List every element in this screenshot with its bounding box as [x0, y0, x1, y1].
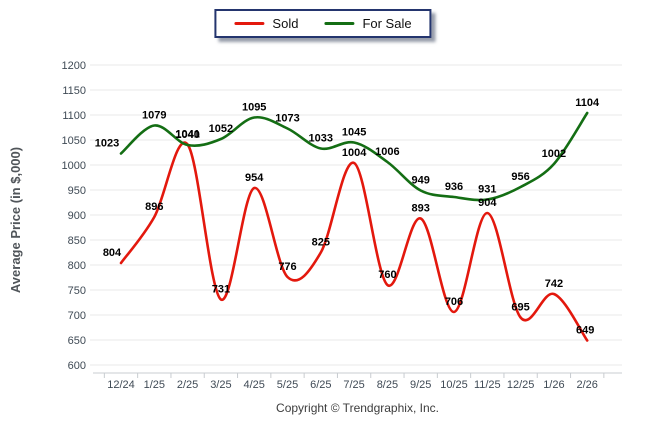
data-label: 954 — [245, 172, 264, 184]
data-label: 1052 — [209, 123, 233, 135]
data-label: 706 — [445, 296, 463, 308]
data-label: 1095 — [242, 102, 266, 114]
x-tick-label: 12/25 — [507, 379, 535, 391]
y-tick-label: 950 — [68, 185, 86, 197]
y-tick-label: 1200 — [62, 60, 86, 72]
legend-label-for-sale: For Sale — [362, 16, 412, 31]
data-label: 695 — [511, 302, 529, 314]
data-label: 949 — [412, 175, 430, 187]
data-label: 1041 — [175, 129, 199, 141]
data-label: 1023 — [95, 138, 119, 150]
data-label: 956 — [511, 171, 529, 183]
y-tick-label: 1000 — [62, 160, 86, 172]
x-tick-label: 10/25 — [440, 379, 468, 391]
y-axis-title: Average Price (in $,000) — [8, 147, 23, 293]
for-sale-line — [119, 111, 589, 202]
data-label: 804 — [103, 247, 122, 259]
data-label: 1104 — [575, 97, 600, 109]
for-sale-data-labels: 1023 1079 1040 1052 1095 1073 1033 1045 1006 949 9… — [95, 97, 600, 196]
y-tick-label: 1050 — [62, 135, 86, 147]
data-label: 776 — [278, 261, 296, 273]
y-tick-label: 900 — [68, 210, 86, 222]
x-tick-label: 5/25 — [277, 379, 298, 391]
data-label: 649 — [576, 325, 594, 337]
x-tick-label: 8/25 — [377, 379, 398, 391]
y-tick-label: 1100 — [62, 110, 86, 122]
data-label: 1079 — [142, 110, 166, 122]
data-label: 731 — [212, 284, 230, 296]
y-tick-label: 850 — [68, 235, 86, 247]
data-label: 936 — [445, 181, 463, 193]
sold-data-labels: 804 896 1041 731 954 776 825 1004 760 893 706 904 69… — [103, 129, 595, 337]
y-tick-label: 650 — [68, 335, 86, 347]
x-tick-label: 1/26 — [543, 379, 564, 391]
y-tick-label: 600 — [68, 360, 86, 372]
data-label: 904 — [478, 197, 497, 209]
sold-line — [119, 141, 589, 342]
x-tick-label: 4/25 — [243, 379, 264, 391]
data-label: 1002 — [542, 148, 566, 160]
x-tick-label: 2/26 — [576, 379, 597, 391]
legend: Sold For Sale — [214, 9, 432, 38]
x-tick-label: 7/25 — [343, 379, 364, 391]
data-label: 742 — [545, 278, 563, 290]
y-tick-label: 750 — [68, 285, 86, 297]
data-label: 825 — [312, 237, 330, 249]
x-axis-tick-labels: 12/24 1/25 2/25 3/25 4/25 5/25 6/25 7/25 8/25 9/2… — [107, 379, 598, 391]
x-tick-label: 6/25 — [310, 379, 331, 391]
gridlines — [90, 64, 622, 366]
data-label: 1004 — [342, 147, 367, 159]
legend-label-sold: Sold — [272, 16, 299, 31]
data-label: 1073 — [275, 113, 299, 125]
data-label: 1033 — [309, 133, 333, 145]
data-label: 760 — [378, 269, 396, 281]
data-label: 1045 — [342, 127, 366, 139]
y-tick-label: 800 — [68, 260, 86, 272]
data-label: 893 — [412, 203, 430, 215]
y-tick-label: 1150 — [62, 85, 86, 97]
x-tick-label: 11/25 — [474, 379, 501, 391]
y-axis-tick-labels: 600 650 700 750 800 850 900 950 1000 1050 1100 1150… — [62, 60, 86, 372]
x-tick-label: 1/25 — [144, 379, 165, 391]
copyright-text: Copyright © Trendgraphix, Inc. — [276, 401, 439, 415]
legend-item-sold: Sold — [234, 17, 298, 30]
data-label: 896 — [145, 201, 163, 213]
data-label: 1040 — [175, 129, 199, 141]
x-axis — [93, 372, 622, 378]
x-tick-label: 2/25 — [177, 379, 198, 391]
for-sale-line-swatch-icon — [324, 22, 355, 25]
legend-item-for-sale: For Sale — [324, 16, 412, 31]
y-tick-label: 700 — [68, 310, 86, 322]
x-tick-label: 12/24 — [107, 379, 135, 391]
sold-line-swatch-icon — [234, 22, 265, 25]
x-tick-label: 9/25 — [410, 379, 431, 391]
data-label: 931 — [478, 184, 496, 196]
x-tick-label: 3/25 — [210, 379, 231, 391]
data-label: 1006 — [375, 146, 399, 158]
